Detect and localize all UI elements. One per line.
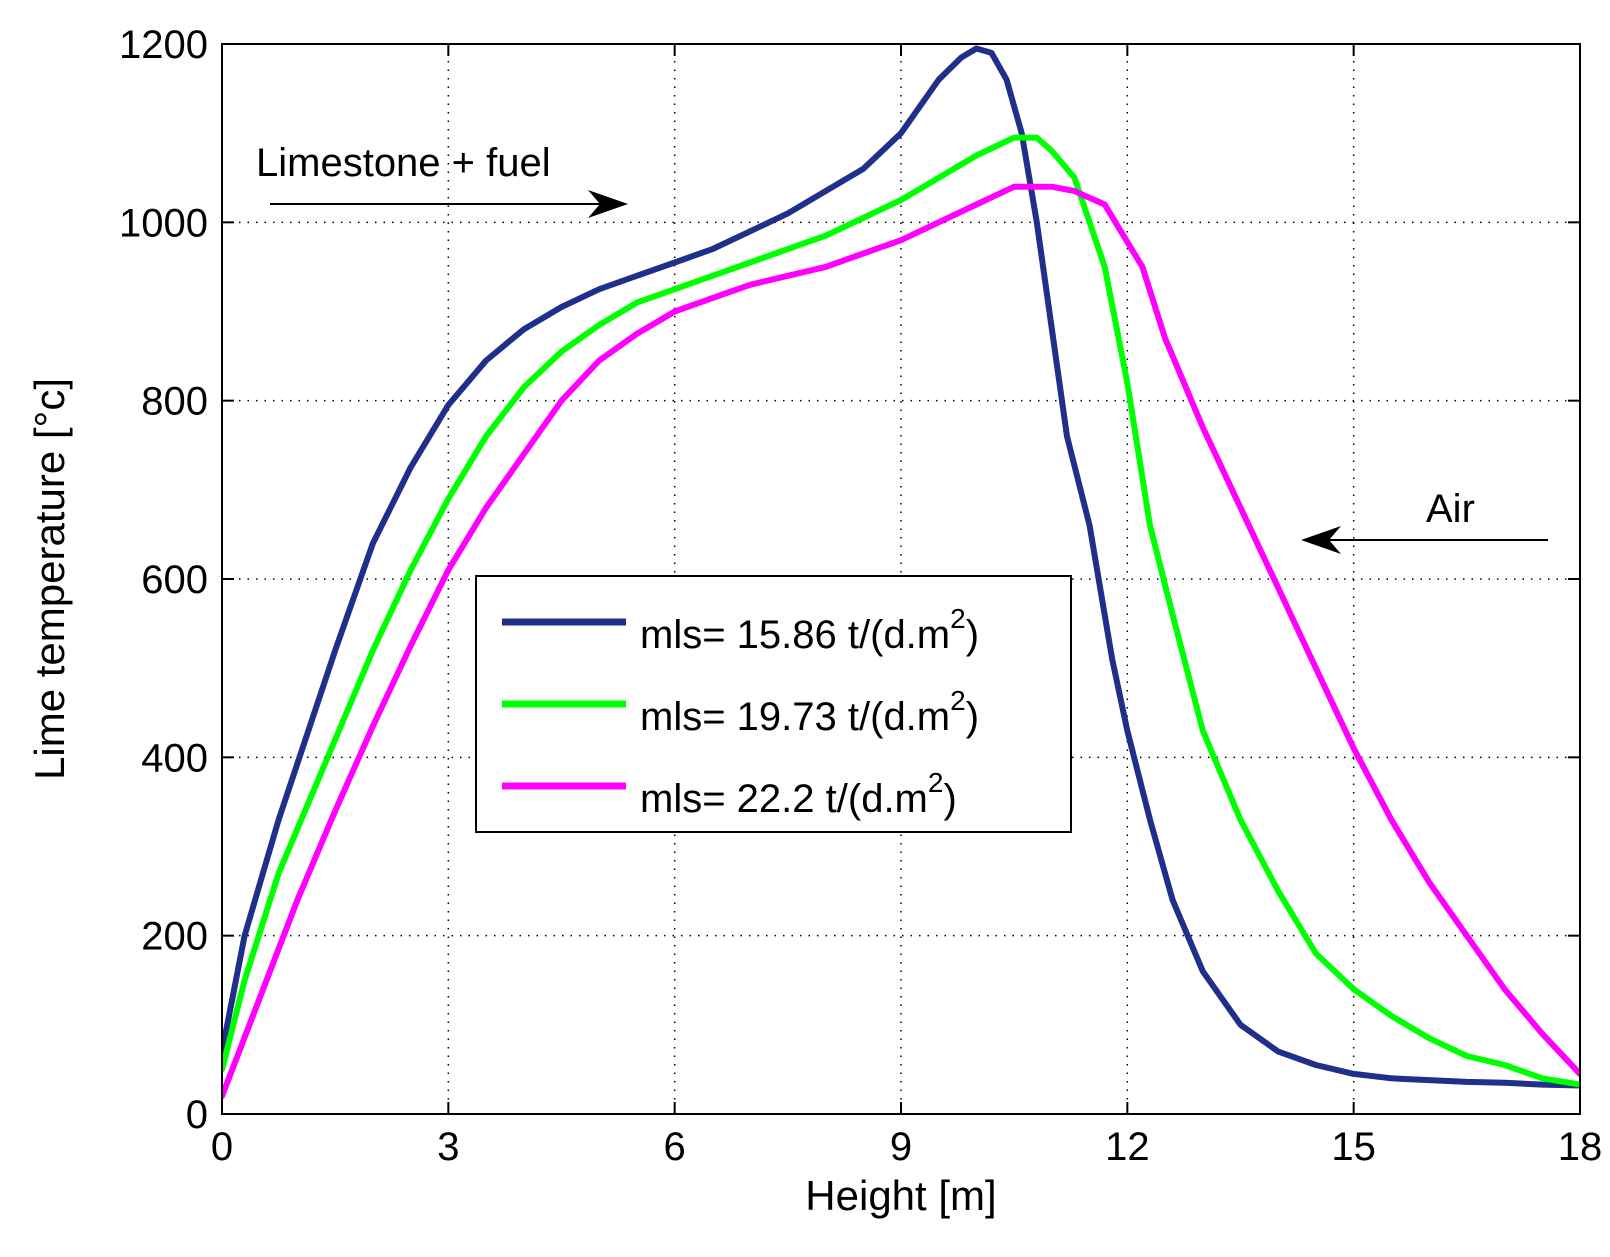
series-line-3 [222, 183, 1580, 1100]
legend-label-2-end: ) [966, 695, 979, 739]
legend-label-3-sup: 2 [928, 767, 944, 798]
y-tick-label: 0 [186, 1093, 208, 1137]
legend-item-3: mls= 22.2 t/(d.m2) [502, 767, 957, 821]
legend-item-1: mls= 15.86 t/(d.m2) [502, 603, 979, 657]
annotation-air: Air [1301, 487, 1548, 554]
y-tick-label: 400 [141, 736, 208, 780]
annotation-limestone-fuel-text: Limestone + fuel [256, 141, 551, 185]
x-tick-label: 18 [1558, 1125, 1603, 1169]
x-tick-label: 3 [437, 1125, 459, 1169]
x-tick-label: 6 [664, 1125, 686, 1169]
y-tick-label: 600 [141, 558, 208, 602]
grid [222, 44, 1580, 1114]
series-line-2 [222, 134, 1580, 1088]
annotation-limestone-fuel: Limestone + fuel [256, 141, 628, 218]
legend-item-2: mls= 19.73 t/(d.m2) [502, 685, 979, 739]
legend-label-2-main: mls= 19.73 t/(d.m [640, 695, 950, 739]
arrow-right-icon [588, 190, 628, 218]
x-axis-label: Height [m] [805, 1172, 996, 1219]
legend-label-2: mls= 19.73 t/(d.m2) [640, 685, 979, 739]
annotation-air-text: Air [1426, 487, 1475, 531]
y-tick-label: 200 [141, 915, 208, 959]
arrow-left-icon [1301, 526, 1341, 554]
y-tick-label: 1200 [119, 23, 208, 67]
x-tick-label: 15 [1331, 1125, 1376, 1169]
legend-label-1-main: mls= 15.86 t/(d.m [640, 613, 950, 657]
legend-label-1: mls= 15.86 t/(d.m2) [640, 603, 979, 657]
legend-label-1-end: ) [966, 613, 979, 657]
legend-label-2-sup: 2 [950, 685, 966, 716]
x-tick-label: 0 [211, 1125, 233, 1169]
legend-label-1-sup: 2 [950, 603, 966, 634]
y-tick-label: 800 [141, 380, 208, 424]
y-axis-label: Lime temperature [°c] [26, 378, 73, 780]
series-line-1 [222, 45, 1580, 1089]
x-tick-label: 12 [1105, 1125, 1150, 1169]
legend-label-3-end: ) [943, 777, 956, 821]
series-lines [222, 45, 1580, 1100]
legend-label-3-main: mls= 22.2 t/(d.m [640, 777, 928, 821]
y-tick-label: 1000 [119, 201, 208, 245]
legend-label-3: mls= 22.2 t/(d.m2) [640, 767, 957, 821]
x-tick-label: 9 [890, 1125, 912, 1169]
legend: mls= 15.86 t/(d.m2) mls= 19.73 t/(d.m2) … [475, 575, 1072, 833]
axis-ticks: 0 3 6 9 12 15 18 0 200 400 600 800 1000 1200 [119, 23, 1602, 1169]
